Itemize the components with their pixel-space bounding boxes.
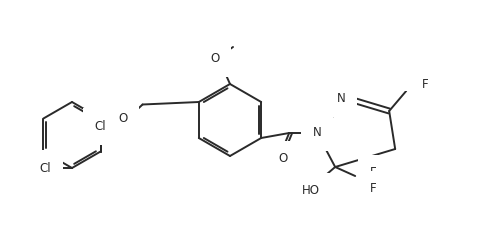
Text: F: F [422,79,428,92]
Text: O: O [279,152,288,165]
Text: HO: HO [302,185,320,198]
Text: N: N [313,126,322,139]
Text: O: O [118,112,127,125]
Text: F: F [412,67,418,80]
Text: F: F [370,167,376,180]
Text: O: O [211,52,220,66]
Text: Cl: Cl [95,120,106,133]
Text: N: N [337,93,345,105]
Text: F: F [370,182,376,195]
Text: Cl: Cl [39,161,51,174]
